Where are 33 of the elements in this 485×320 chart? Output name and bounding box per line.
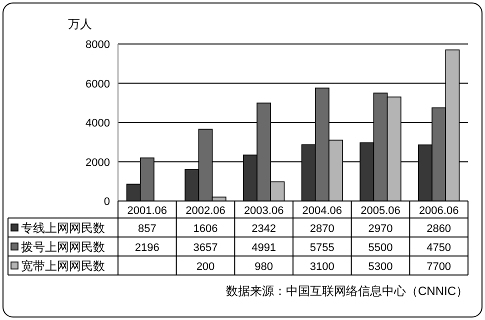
legend-label: 宽带上网网民数 xyxy=(21,259,105,273)
legend-label: 专线上网网民数 xyxy=(21,221,105,235)
y-tick-label: 0 xyxy=(104,196,110,208)
data-label: 1606 xyxy=(193,223,218,235)
y-tick-label: 6000 xyxy=(86,78,110,90)
legend-label: 拨号上网网民数 xyxy=(21,240,105,254)
data-label: 857 xyxy=(138,223,156,235)
x-tick-label: 2001.06 xyxy=(127,205,168,217)
y-tick-label: 4000 xyxy=(86,118,110,130)
x-tick-label: 2002.06 xyxy=(186,205,226,217)
source-note: 数据来源：中国互联网络信息中心（CNNIC） xyxy=(226,284,468,298)
data-label: 4750 xyxy=(426,242,452,254)
data-label: 5755 xyxy=(310,242,334,254)
data-label: 3657 xyxy=(193,242,218,254)
x-tick-label: 2003.06 xyxy=(244,205,284,217)
data-label: 2870 xyxy=(310,223,334,235)
data-label: 4991 xyxy=(252,242,276,254)
data-label: 5300 xyxy=(368,261,393,273)
y-axis-title: 万人 xyxy=(68,17,92,31)
data-label: 2196 xyxy=(134,242,160,254)
x-tick-label: 2005.06 xyxy=(360,205,400,217)
data-label: 7700 xyxy=(426,261,452,273)
data-label: 3100 xyxy=(310,261,334,273)
data-label: 2970 xyxy=(368,223,393,235)
y-tick-label: 2000 xyxy=(86,156,110,169)
data-label: 2860 xyxy=(426,223,452,235)
data-label: 5500 xyxy=(368,242,393,254)
data-label: 2342 xyxy=(252,223,276,235)
x-tick-label: 2006.06 xyxy=(418,205,459,217)
x-tick-label: 2004.06 xyxy=(302,205,342,217)
y-tick-label: 8000 xyxy=(86,39,110,51)
data-label: 980 xyxy=(254,261,274,273)
data-label: 200 xyxy=(196,261,215,273)
